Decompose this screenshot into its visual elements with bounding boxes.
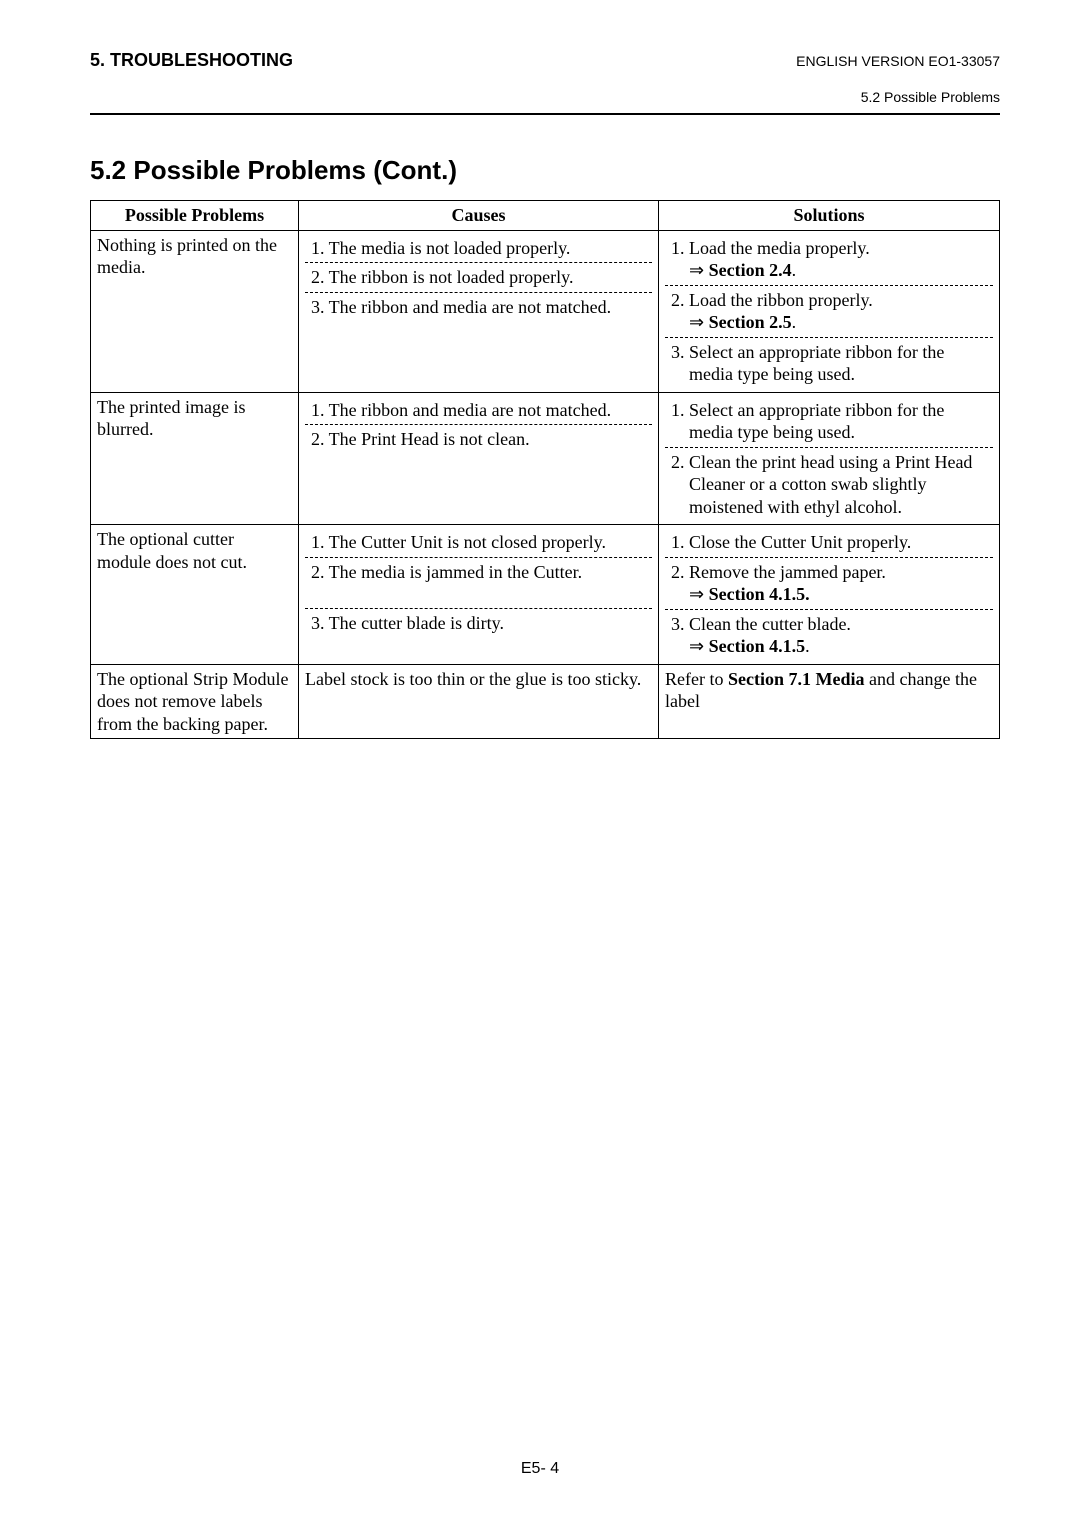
sol-line: media type being used. xyxy=(689,422,855,442)
th-problems: Possible Problems xyxy=(91,201,299,231)
section-ref: Section 2.5 xyxy=(709,312,792,332)
section-ref: Section 7.1 Media xyxy=(728,669,865,689)
table-row: The optional cutter module does not cut.… xyxy=(91,525,1000,665)
solution-text: 2. Clean the print head using a Print He… xyxy=(665,448,993,522)
sol-line: 2. Clean the print head using a Print He… xyxy=(671,452,972,472)
sol-line: 2. Load the ribbon properly. xyxy=(671,290,873,310)
problems-table: Possible Problems Causes Solutions Nothi… xyxy=(90,200,1000,739)
cell-problem: The optional Strip Module does not remov… xyxy=(91,664,299,739)
header-right: ENGLISH VERSION EO1-33057 xyxy=(796,53,1000,69)
section-title: 5.2 Possible Problems (Cont.) xyxy=(90,155,1000,186)
cause-text: 2. The Print Head is not clean. xyxy=(305,425,652,497)
cell-solutions: Refer to Section 7.1 Media and change th… xyxy=(659,664,1000,739)
section-ref: Section 2.4 xyxy=(709,260,792,280)
sol-line: 3. Clean the cutter blade. xyxy=(671,614,851,634)
solution-text: 2. Remove the jammed paper. ⇒ Section 4.… xyxy=(665,558,993,610)
th-solutions: Solutions xyxy=(659,201,1000,231)
solution-text: 1. Select an appropriate ribbon for the … xyxy=(665,396,993,448)
table-row: The printed image is blurred. 1. The rib… xyxy=(91,392,1000,525)
solution-text: 3. Select an appropriate ribbon for the … xyxy=(665,338,993,389)
solution-text: 2. Load the ribbon properly. ⇒ Section 2… xyxy=(665,286,993,338)
arrow-icon: ⇒ xyxy=(689,260,704,280)
cause-text: 3. The ribbon and media are not matched. xyxy=(305,293,652,322)
sol-line: 1. Load the media properly. xyxy=(671,238,870,258)
cell-causes: 1. The Cutter Unit is not closed properl… xyxy=(299,525,659,665)
sol-line: media type being used. xyxy=(689,364,855,384)
sol-line: 3. Select an appropriate ribbon for the xyxy=(671,342,944,362)
sol-line: moistened with ethyl alcohol. xyxy=(689,497,902,517)
section-ref: Section 4.1.5. xyxy=(709,584,810,604)
cause-text: 1. The Cutter Unit is not closed properl… xyxy=(305,528,652,558)
header-sub-right: 5.2 Possible Problems xyxy=(90,89,1000,105)
solution-text: 1. Close the Cutter Unit properly. xyxy=(665,528,993,558)
sol-line: 2. Remove the jammed paper. xyxy=(671,562,886,582)
cell-problem: The optional cutter module does not cut. xyxy=(91,525,299,665)
solution-text: 3. Clean the cutter blade. ⇒ Section 4.1… xyxy=(665,610,993,661)
arrow-icon: ⇒ xyxy=(689,584,704,604)
cause-text: 1. The ribbon and media are not matched. xyxy=(305,396,652,426)
th-causes: Causes xyxy=(299,201,659,231)
cause-text: 3. The cutter blade is dirty. xyxy=(305,609,652,659)
sol-pre: Refer to xyxy=(665,669,728,689)
header-left: 5. TROUBLESHOOTING xyxy=(90,50,293,71)
page-footer: E5- 4 xyxy=(0,1460,1080,1478)
cause-text: 2. The ribbon is not loaded properly. xyxy=(305,263,652,293)
arrow-icon: ⇒ xyxy=(689,312,704,332)
cell-causes: 1. The ribbon and media are not matched.… xyxy=(299,392,659,525)
cell-solutions: 1. Load the media properly. ⇒ Section 2.… xyxy=(659,230,1000,392)
cause-text: 1. The media is not loaded properly. xyxy=(305,234,652,264)
cell-solutions: 1. Select an appropriate ribbon for the … xyxy=(659,392,1000,525)
cell-problem: Nothing is printed on the media. xyxy=(91,230,299,392)
table-row: Nothing is printed on the media. 1. The … xyxy=(91,230,1000,392)
table-row: The optional Strip Module does not remov… xyxy=(91,664,1000,739)
solution-text: 1. Load the media properly. ⇒ Section 2.… xyxy=(665,234,993,286)
arrow-icon: ⇒ xyxy=(689,636,704,656)
cell-problem: The printed image is blurred. xyxy=(91,392,299,525)
cause-text: 2. The media is jammed in the Cutter. xyxy=(305,558,652,609)
sol-line: Cleaner or a cotton swab slightly xyxy=(689,474,926,494)
sol-line: 1. Select an appropriate ribbon for the xyxy=(671,400,944,420)
cell-causes: 1. The media is not loaded properly. 2. … xyxy=(299,230,659,392)
section-ref: Section 4.1.5 xyxy=(709,636,806,656)
header-rule xyxy=(90,113,1000,115)
cell-solutions: 1. Close the Cutter Unit properly. 2. Re… xyxy=(659,525,1000,665)
cell-causes: Label stock is too thin or the glue is t… xyxy=(299,664,659,739)
